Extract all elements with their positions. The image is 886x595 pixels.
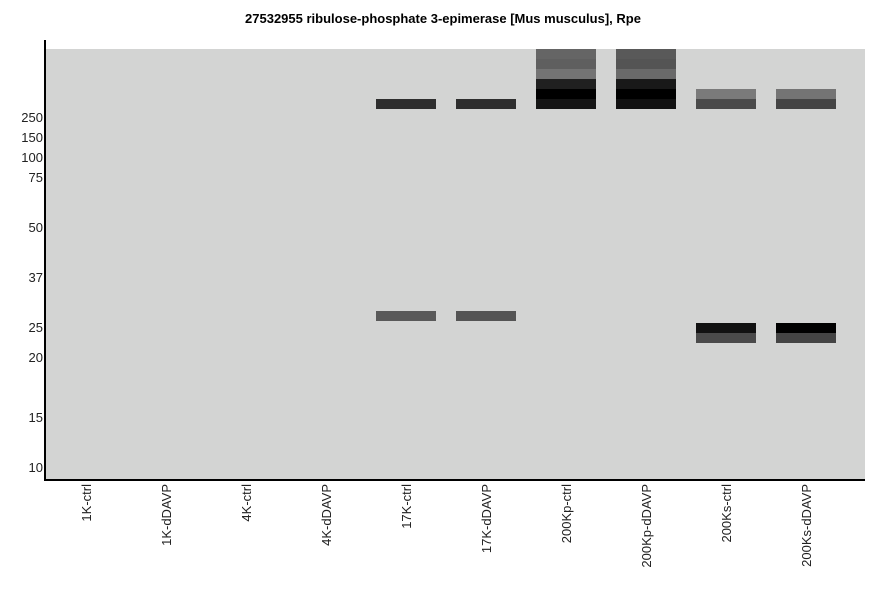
axes-layer (44, 40, 865, 481)
lane-label-200Kp-ctrl: 200Kp-ctrl (559, 484, 574, 543)
band-200Kp-dDAVP-250 (616, 99, 676, 109)
mw-label-20: 20 (29, 350, 43, 365)
band-200Ks-ctrl-21 (696, 333, 756, 343)
band-200Kp-dDAVP-500 (616, 59, 676, 69)
mw-label-25: 25 (29, 320, 43, 335)
lane-label-17K-ctrl: 17K-ctrl (399, 484, 414, 529)
band-200Ks-dDAVP-250 (776, 99, 836, 109)
lane-labels: 1K-ctrl 1K-dDAVP 4K-ctrl 4K-dDAVP 17K-ctrl 17… (79, 484, 814, 568)
lane-label-17K-dDAVP: 17K-dDAVP (479, 484, 494, 553)
mw-label-75: 75 (29, 170, 43, 185)
band-200Kp-ctrl-420 (536, 69, 596, 79)
mw-label-50: 50 (29, 220, 43, 235)
mw-label-150: 150 (21, 130, 43, 145)
band-200Kp-ctrl-500 (536, 59, 596, 69)
gel-background (46, 49, 865, 479)
band-200Kp-ctrl-600 (536, 49, 596, 59)
band-200Kp-dDAVP-350 (616, 79, 676, 89)
band-200Kp-ctrl-350 (536, 79, 596, 89)
band-200Ks-dDAVP-23 (776, 323, 836, 333)
band-200Kp-ctrl-250 (536, 99, 596, 109)
lane-label-4K-ctrl: 4K-ctrl (239, 484, 254, 522)
band-17K-dDAVP-25 (456, 311, 516, 321)
band-200Ks-ctrl-250 (696, 99, 756, 109)
bands-layer (376, 49, 836, 343)
mw-label-15: 15 (29, 410, 43, 425)
lane-label-200Kp-dDAVP: 200Kp-dDAVP (639, 484, 654, 568)
band-200Ks-dDAVP-300 (776, 89, 836, 99)
band-200Ks-ctrl-23 (696, 323, 756, 333)
band-17K-dDAVP-250 (456, 99, 516, 109)
band-200Kp-dDAVP-300 (616, 89, 676, 99)
mw-label-100: 100 (21, 150, 43, 165)
band-17K-ctrl-25 (376, 311, 436, 321)
mw-label-37: 37 (29, 270, 43, 285)
mw-marker-labels: 250 150 100 75 50 37 25 20 15 10 (21, 110, 43, 475)
band-200Kp-ctrl-300 (536, 89, 596, 99)
lane-label-4K-dDAVP: 4K-dDAVP (319, 484, 334, 546)
band-200Ks-ctrl-300 (696, 89, 756, 99)
lane-label-200Ks-dDAVP: 200Ks-dDAVP (799, 484, 814, 567)
lane-label-1K-dDAVP: 1K-dDAVP (159, 484, 174, 546)
lane-label-200Ks-ctrl: 200Ks-ctrl (719, 484, 734, 543)
band-200Kp-dDAVP-600 (616, 49, 676, 59)
chart-title: 27532955 ribulose-phosphate 3-epimerase … (245, 11, 641, 26)
mw-label-250: 250 (21, 110, 43, 125)
lane-label-1K-ctrl: 1K-ctrl (79, 484, 94, 522)
band-17K-ctrl-250 (376, 99, 436, 109)
band-200Kp-dDAVP-420 (616, 69, 676, 79)
mw-label-10: 10 (29, 460, 43, 475)
band-200Ks-dDAVP-21 (776, 333, 836, 343)
